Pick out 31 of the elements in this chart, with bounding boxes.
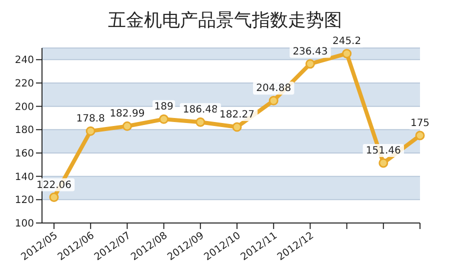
y-tick-label: 100 (14, 218, 34, 230)
data-label: 186.48 (182, 104, 218, 116)
point (196, 117, 206, 127)
data-label: 178.8 (76, 114, 105, 125)
y-tick-label: 200 (14, 102, 34, 113)
point (159, 114, 169, 124)
y-tick-label: 160 (14, 148, 34, 160)
point (342, 48, 352, 58)
data-label: 182.27 (220, 110, 254, 121)
point (378, 158, 388, 168)
data-label: 204.88 (256, 83, 292, 94)
point (415, 130, 425, 140)
data-label: 236.43 (292, 46, 328, 58)
point (305, 59, 315, 69)
data-label: 151.46 (366, 145, 401, 156)
y-tick-label: 120 (14, 195, 34, 206)
point (232, 122, 242, 132)
data-label: 182.99 (110, 108, 145, 120)
point (122, 121, 132, 131)
chart-title: 五金机电产品景气指数走势图 (107, 9, 343, 33)
y-tick-label: 180 (14, 125, 34, 136)
data-label: 189 (154, 102, 174, 113)
point (86, 126, 96, 136)
data-label: 175 (410, 118, 430, 129)
y-tick-label: 140 (14, 172, 34, 183)
data-label: 245.2 (332, 36, 362, 48)
data-label: 122.06 (36, 180, 72, 191)
point (268, 96, 278, 106)
point (49, 192, 59, 202)
y-tick-label: 220 (14, 78, 34, 90)
y-tick-label: 240 (14, 55, 34, 66)
